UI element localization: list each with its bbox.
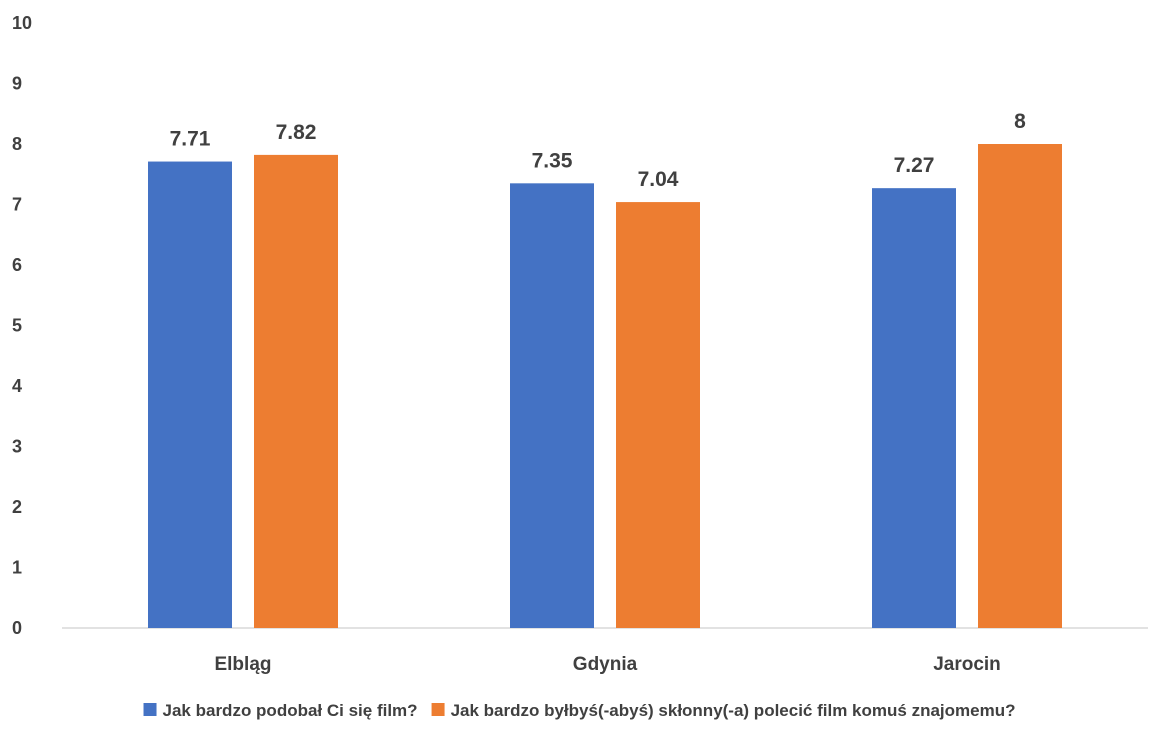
y-tick-label: 1 [12,558,22,578]
category-label: Jarocin [933,654,1001,675]
legend-swatch [431,703,445,716]
bars [148,144,1062,629]
legend: Jak bardzo podobał Ci się film? Jak bardz… [143,701,1016,720]
y-tick-label: 3 [12,437,22,457]
bar-elbląg-series-2 [254,154,338,628]
y-tick-label: 5 [12,316,22,336]
category-labels: Elbląg Gdynia Jarocin [214,654,1000,675]
legend-label: Jak bardzo podobał Ci się film? [163,701,418,720]
y-tick-label: 6 [12,255,22,275]
data-label: 7.35 [532,149,573,172]
data-label: 7.82 [276,121,317,144]
y-tick-label: 7 [12,195,22,215]
data-label: 7.71 [170,128,211,151]
category-label: Gdynia [573,654,638,675]
y-tick-label: 0 [12,618,22,638]
bar-jarocin-series-2 [978,144,1062,628]
y-tick-label: 2 [12,497,22,517]
y-tick-label: 9 [12,74,22,94]
legend-label: Jak bardzo byłbyś(-abyś) skłonny(-a) pol… [451,701,1016,720]
y-tick-label: 4 [12,376,22,396]
bar-elbląg-series-1 [148,161,232,629]
y-axis-ticks: 0 1 2 3 4 5 6 7 8 9 10 [12,13,32,638]
bar-gdynia-series-2 [616,202,700,628]
legend-swatch [143,703,157,716]
y-tick-label: 8 [12,134,22,154]
data-labels: 7.71 7.82 7.35 7.04 7.27 8 [170,110,1027,191]
data-label: 8 [1014,110,1026,133]
category-label: Elbląg [214,654,271,675]
data-label: 7.27 [894,154,935,177]
data-label: 7.04 [638,168,679,191]
bar-gdynia-series-1 [510,183,594,628]
bar-jarocin-series-1 [872,188,956,629]
y-tick-label: 10 [12,13,32,33]
